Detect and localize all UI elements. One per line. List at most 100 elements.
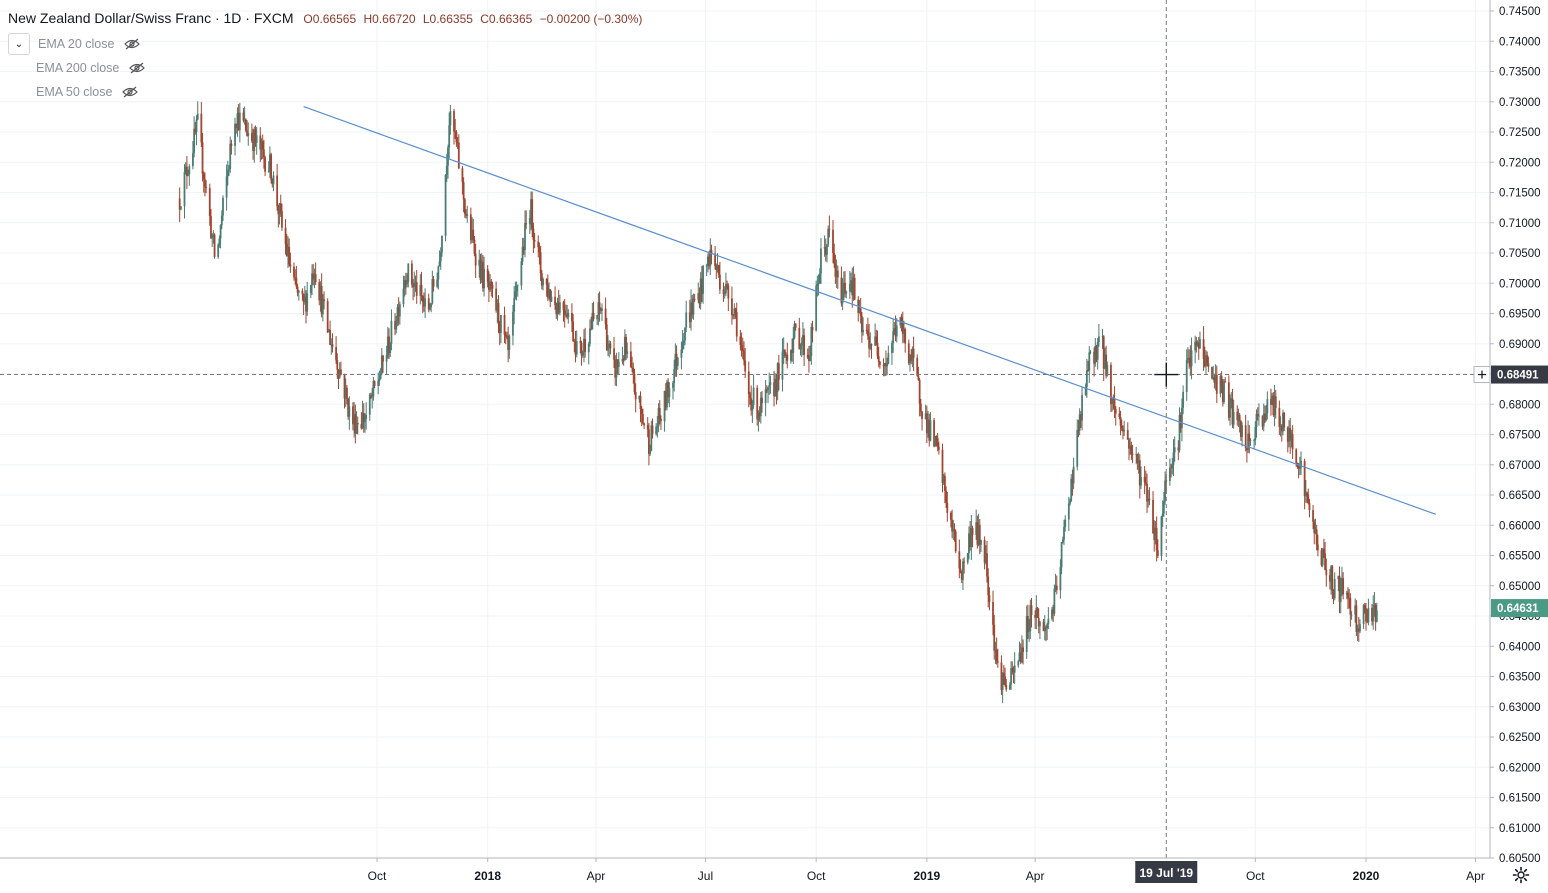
candle-body (1339, 584, 1342, 602)
candle-body (1320, 550, 1323, 566)
candle-body (826, 244, 828, 255)
candle-body (1185, 359, 1188, 392)
candle-body (776, 363, 779, 393)
candle-body (962, 561, 964, 580)
candle-body (284, 227, 287, 244)
eye-off-icon[interactable] (129, 62, 146, 74)
candle-body (840, 277, 843, 304)
candle-body (927, 419, 929, 434)
price-axis[interactable]: 0.74500 0.74000 0.73500 0.73000 0.72500 0.720… (1473, 0, 1548, 888)
candle-body (1190, 350, 1193, 367)
candle-body (791, 350, 793, 354)
collapse-legend-button[interactable]: ⌄ (8, 33, 30, 55)
candle-body (204, 179, 206, 187)
candle-body (321, 299, 324, 315)
candle-body (220, 215, 223, 226)
candle-body (682, 340, 685, 344)
candle-body (639, 396, 642, 410)
candle-body (1168, 467, 1171, 481)
trendline[interactable] (303, 106, 1436, 515)
candle-body (1036, 607, 1039, 618)
candle-body (1189, 358, 1192, 367)
candle-body (235, 123, 238, 128)
candle-body (211, 235, 214, 239)
candle-body (1008, 684, 1011, 690)
candle-body (1020, 647, 1023, 663)
candle-body (608, 343, 611, 347)
candle-body (761, 397, 763, 404)
symbol-header: New Zealand Dollar/Swiss Franc · 1D · FX… (8, 10, 646, 26)
candle-body (301, 290, 304, 295)
candle-body (1042, 621, 1045, 631)
indicator-label[interactable]: EMA 200 close (36, 61, 120, 75)
gear-icon[interactable] (1512, 866, 1530, 884)
candle-body (1314, 529, 1317, 534)
candle-body (877, 356, 880, 362)
candle-body (823, 247, 826, 249)
candle-body (925, 413, 928, 434)
crosshair-date-tag (1135, 861, 1198, 883)
candle-body (1202, 339, 1205, 359)
candle-body (827, 228, 830, 245)
candle-body (676, 357, 679, 366)
indicator-row[interactable]: ⌄ EMA 20 close (8, 32, 145, 56)
candle-body (563, 310, 566, 315)
eye-off-icon[interactable] (122, 86, 139, 98)
candle-body (1350, 614, 1353, 616)
candle-body (651, 425, 654, 434)
candle-body (378, 378, 381, 381)
candle-body (1147, 498, 1150, 502)
candle-body (396, 307, 399, 323)
candle-body (752, 387, 755, 405)
indicator-row[interactable]: EMA 50 close (8, 80, 145, 104)
candle-body (673, 368, 676, 383)
candle-body (431, 279, 434, 304)
candle-body (1227, 382, 1230, 418)
close-value: C0.66365 (480, 12, 533, 26)
candle-body (775, 378, 778, 393)
candle-body (314, 274, 317, 283)
candle-body (1029, 605, 1032, 632)
candle-body (344, 387, 347, 399)
candle-body (261, 141, 264, 150)
candle-body (1097, 336, 1100, 343)
candle-body (912, 348, 915, 358)
time-axis[interactable]: Oct 2018 Apr Jul Oct 2019 Apr Oct 2020 Apr 19 Jul … (0, 857, 1490, 888)
price-tick-label: 0.66500 (1499, 490, 1541, 502)
candle-body (1123, 430, 1126, 432)
candle-body (685, 312, 688, 328)
candle-body (530, 199, 532, 219)
candle-body (222, 197, 224, 216)
candle-body (188, 166, 191, 175)
candle-body (537, 241, 540, 248)
candle-body (558, 302, 561, 313)
indicator-label[interactable]: EMA 50 close (36, 85, 113, 99)
indicator-row[interactable]: EMA 200 close (8, 56, 146, 80)
candle-body (1022, 647, 1024, 652)
candle-body (684, 327, 686, 341)
candle-body (360, 424, 363, 429)
candle-body (1282, 413, 1284, 432)
candle-body (918, 379, 921, 404)
eye-off-icon[interactable] (124, 38, 141, 50)
candle-body (305, 296, 307, 312)
candle-body (631, 367, 633, 369)
candle-body (764, 389, 767, 404)
candle-body (508, 335, 511, 351)
candle-body (1030, 605, 1033, 616)
candle-body (723, 293, 726, 295)
candle-body (1365, 608, 1367, 622)
candle-body (798, 327, 801, 350)
price-tick-label: 0.71500 (1499, 188, 1541, 200)
candle-body (531, 199, 534, 229)
candle-body (660, 418, 662, 422)
candle-body (1181, 407, 1183, 429)
candle-body (1241, 425, 1243, 437)
indicator-label[interactable]: EMA 20 close (38, 37, 115, 51)
candle-body (575, 341, 578, 355)
price-tick-label: 0.64000 (1499, 641, 1541, 653)
symbol-title[interactable]: New Zealand Dollar/Swiss Franc · 1D · FX… (8, 10, 294, 26)
candle-body (287, 246, 289, 257)
